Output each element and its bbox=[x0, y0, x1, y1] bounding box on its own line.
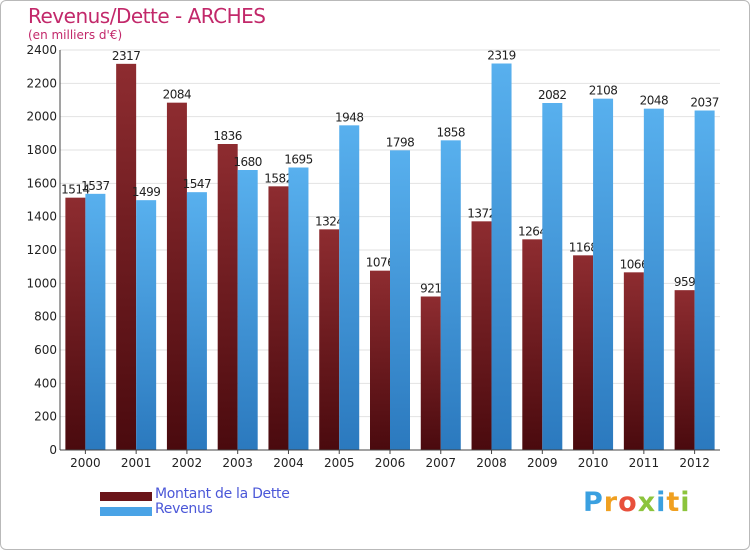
logo-letter: x bbox=[637, 487, 657, 518]
data-label-debt: 2317 bbox=[112, 49, 141, 63]
data-label-revenus: 1695 bbox=[284, 153, 313, 167]
x-tick-label: 2000 bbox=[70, 456, 101, 470]
bar-debt bbox=[522, 239, 543, 450]
data-label-revenus: 2108 bbox=[589, 84, 618, 98]
bar-revenus bbox=[593, 98, 614, 451]
data-label-debt: 1168 bbox=[569, 240, 598, 254]
x-tick-label: 2002 bbox=[172, 456, 203, 470]
bar-revenus bbox=[694, 110, 715, 450]
y-tick-label: 600 bbox=[34, 343, 57, 357]
x-tick-label: 2001 bbox=[121, 456, 152, 470]
bar-revenus bbox=[643, 108, 664, 451]
data-label-revenus: 1547 bbox=[183, 177, 212, 191]
x-tick-label: 2003 bbox=[222, 456, 253, 470]
y-tick-label: 1200 bbox=[26, 243, 57, 257]
data-label-revenus: 2082 bbox=[538, 88, 567, 102]
data-label-debt: 959 bbox=[674, 275, 695, 289]
x-tick-label: 2009 bbox=[527, 456, 558, 470]
logo-letter: r bbox=[603, 487, 619, 518]
bar-debt bbox=[623, 272, 644, 450]
y-tick-label: 2400 bbox=[26, 43, 57, 57]
legend-swatch-revenus bbox=[100, 507, 152, 516]
y-tick-label: 2200 bbox=[26, 76, 57, 90]
bar-debt bbox=[420, 296, 441, 450]
data-label-debt: 1076 bbox=[366, 256, 395, 270]
x-tick-label: 2005 bbox=[324, 456, 355, 470]
bar-debt bbox=[116, 63, 137, 450]
data-label-debt: 1582 bbox=[264, 171, 293, 185]
data-label-debt: 2084 bbox=[163, 88, 192, 102]
data-label-revenus: 1680 bbox=[233, 155, 262, 169]
bar-debt bbox=[573, 255, 594, 450]
data-label-debt: 1324 bbox=[315, 214, 344, 228]
bar-revenus bbox=[491, 63, 512, 450]
x-tick-label: 2004 bbox=[273, 456, 304, 470]
bar-debt bbox=[370, 270, 390, 450]
logo-letter: i bbox=[680, 487, 691, 518]
chart-title: Revenus/Dette - ARCHES bbox=[28, 4, 266, 28]
y-tick-label: 2000 bbox=[26, 110, 57, 124]
x-tick-label: 2011 bbox=[629, 456, 660, 470]
data-label-revenus: 2319 bbox=[487, 49, 516, 63]
data-label-debt: 1372 bbox=[467, 206, 496, 220]
chart-subtitle: (en milliers d'€) bbox=[28, 28, 123, 42]
bar-revenus bbox=[288, 167, 309, 450]
x-tick-label: 2007 bbox=[425, 456, 456, 470]
data-label-revenus: 1948 bbox=[335, 110, 364, 124]
bar-debt bbox=[319, 229, 340, 450]
bar-debt bbox=[674, 290, 695, 450]
y-tick-label: 1000 bbox=[26, 276, 57, 290]
bar-debt bbox=[166, 102, 187, 451]
bar-debt bbox=[65, 197, 86, 450]
y-tick-label: 800 bbox=[34, 310, 57, 324]
plot-area: 0 200 400 600 800 1000 1200 1400 1600 1800 2000 220… bbox=[26, 43, 720, 470]
data-label-revenus: 2048 bbox=[640, 94, 669, 108]
data-label-debt: 921 bbox=[420, 282, 441, 296]
bar-debt bbox=[217, 144, 238, 450]
bar-revenus bbox=[237, 170, 258, 450]
y-tick-label: 1800 bbox=[26, 143, 57, 157]
legend-swatch-debt bbox=[100, 492, 152, 501]
data-label-revenus: 2037 bbox=[690, 96, 719, 110]
y-tick-label: 1600 bbox=[26, 176, 57, 190]
proxiti-logo: Proxiti bbox=[583, 487, 691, 518]
data-label-revenus: 1798 bbox=[386, 135, 415, 149]
legend-label-debt: Montant de la Dette bbox=[155, 486, 290, 502]
bar-revenus bbox=[186, 192, 207, 450]
logo-letter: o bbox=[618, 487, 638, 518]
logo-letter: t bbox=[666, 487, 681, 518]
bar-debt bbox=[268, 186, 289, 451]
data-label-revenus: 1537 bbox=[81, 179, 110, 193]
y-tick-label: 1400 bbox=[26, 210, 57, 224]
logo-letter: i bbox=[656, 487, 667, 518]
x-tick-label: 2010 bbox=[578, 456, 609, 470]
y-tick-label: 0 bbox=[49, 443, 57, 457]
x-tick-label: 2006 bbox=[375, 456, 406, 470]
data-label-debt: 1264 bbox=[518, 224, 547, 238]
bar-revenus bbox=[136, 200, 157, 450]
bar-revenus bbox=[339, 125, 360, 450]
y-tick-label: 200 bbox=[34, 410, 57, 424]
bar-revenus bbox=[390, 150, 410, 451]
data-label-debt: 1066 bbox=[620, 257, 649, 271]
data-label-debt: 1836 bbox=[213, 129, 242, 143]
x-tick-label: 2012 bbox=[679, 456, 710, 470]
bar-revenus bbox=[85, 193, 106, 451]
x-tick-label: 2008 bbox=[476, 456, 507, 470]
bar-revenus bbox=[440, 140, 461, 451]
data-label-revenus: 1858 bbox=[436, 125, 465, 139]
data-label-revenus: 1499 bbox=[132, 185, 161, 199]
bar-revenus bbox=[542, 103, 563, 450]
logo-letter: P bbox=[583, 487, 604, 518]
data-label-debt: 1514 bbox=[61, 183, 90, 197]
legend-label-revenus: Revenus bbox=[155, 501, 213, 517]
y-tick-label: 400 bbox=[34, 376, 57, 390]
bar-debt bbox=[471, 221, 492, 450]
